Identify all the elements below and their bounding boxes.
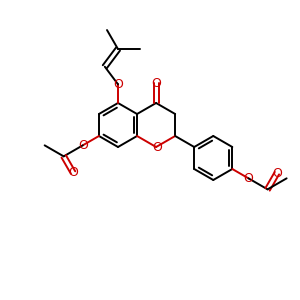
Text: O: O xyxy=(272,167,282,180)
Text: O: O xyxy=(152,140,162,154)
Text: O: O xyxy=(68,166,78,179)
Text: O: O xyxy=(113,78,123,91)
Text: O: O xyxy=(151,77,161,90)
Text: O: O xyxy=(244,172,254,185)
Text: O: O xyxy=(78,139,88,152)
